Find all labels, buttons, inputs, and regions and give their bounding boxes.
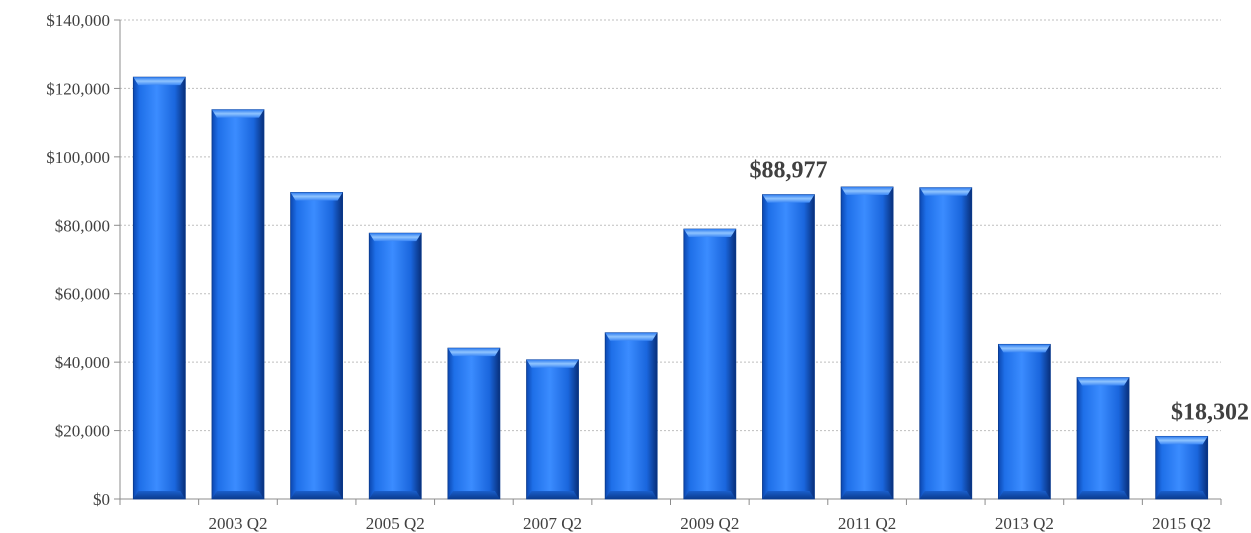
bar-top-bevel (526, 359, 579, 368)
bar-base-bevel (526, 491, 579, 499)
bar-base-bevel (683, 491, 736, 499)
x-tick-label: 2013 Q2 (995, 514, 1054, 533)
data-label: $88,977 (749, 158, 827, 184)
bar (604, 332, 658, 500)
bar-top-bevel (1155, 436, 1208, 445)
y-axis-tick-labels: $0 $20,000 $40,000 $60,000 $80,000 $100,000 $1… (46, 11, 110, 509)
bar-body (368, 232, 422, 500)
y-tick-label: $40,000 (55, 353, 110, 372)
bar-base-bevel (919, 491, 972, 499)
bar-body (683, 228, 737, 500)
bar (840, 186, 894, 500)
bar (211, 109, 265, 500)
bar-body (211, 109, 265, 500)
bar-base-bevel (447, 491, 500, 499)
bar-top-bevel (683, 229, 736, 238)
y-tick-label: $60,000 (55, 285, 110, 304)
bar-top-bevel (605, 332, 658, 341)
bar-base-bevel (998, 491, 1051, 499)
y-tick-label: $100,000 (46, 148, 110, 167)
x-tick-label: 2011 Q2 (838, 514, 896, 533)
bars (132, 76, 1209, 500)
y-tick-label: $80,000 (55, 216, 110, 235)
axes (114, 19, 1222, 505)
bar (447, 347, 501, 500)
bar-base-bevel (605, 491, 658, 499)
data-label: $18,302 (1171, 399, 1249, 425)
bar (368, 232, 422, 500)
bar (997, 343, 1051, 500)
bar-top-bevel (998, 344, 1051, 353)
bar-base-bevel (841, 491, 894, 499)
bar-body (1155, 435, 1209, 500)
bar-body (997, 343, 1051, 500)
bar-body (290, 192, 344, 500)
bar-base-bevel (1155, 491, 1208, 499)
bar (1155, 435, 1209, 500)
bar-top-bevel (211, 109, 264, 118)
bar-top-bevel (919, 187, 972, 196)
bar-body (447, 347, 501, 500)
bar-base-bevel (369, 491, 422, 499)
x-tick-label: 2015 Q2 (1152, 514, 1211, 533)
x-axis-tick-labels: 2003 Q2 2005 Q2 2007 Q2 2009 Q2 2011 Q2 2013 … (208, 514, 1211, 533)
bar (290, 192, 344, 500)
bar (919, 187, 973, 500)
bar (683, 228, 737, 500)
bar-base-bevel (762, 491, 815, 499)
bar (526, 359, 579, 500)
bar-body (919, 187, 973, 500)
bar-base-bevel (211, 491, 264, 499)
bar-base-bevel (290, 491, 343, 499)
y-tick-label: $120,000 (46, 79, 110, 98)
bar-top-bevel (447, 348, 500, 357)
x-tick-label: 2009 Q2 (680, 514, 739, 533)
bar-body (1076, 377, 1130, 500)
bar-base-bevel (133, 491, 186, 499)
bar-base-bevel (1077, 491, 1130, 499)
bar-body (840, 186, 894, 500)
bar (132, 76, 186, 500)
y-tick-label: $140,000 (46, 11, 110, 30)
x-tick-label: 2007 Q2 (523, 514, 582, 533)
bar-top-bevel (762, 194, 815, 203)
bar-top-bevel (290, 192, 343, 201)
x-tick-label: 2005 Q2 (366, 514, 425, 533)
gridlines (120, 19, 1221, 432)
bar-body (132, 76, 186, 500)
bar-top-bevel (1077, 377, 1130, 386)
bar-body (604, 332, 658, 500)
bar (1076, 377, 1130, 500)
bar-top-bevel (133, 77, 186, 86)
bar-top-bevel (369, 233, 422, 242)
bar-top-bevel (841, 186, 894, 195)
data-labels: $88,977 $18,302 (749, 158, 1249, 426)
y-tick-label: $0 (93, 490, 110, 509)
bar-body (526, 359, 579, 500)
bar-body (762, 194, 815, 500)
bar (762, 194, 815, 500)
x-tick-label: 2003 Q2 (208, 514, 267, 533)
y-tick-label: $20,000 (55, 422, 110, 441)
